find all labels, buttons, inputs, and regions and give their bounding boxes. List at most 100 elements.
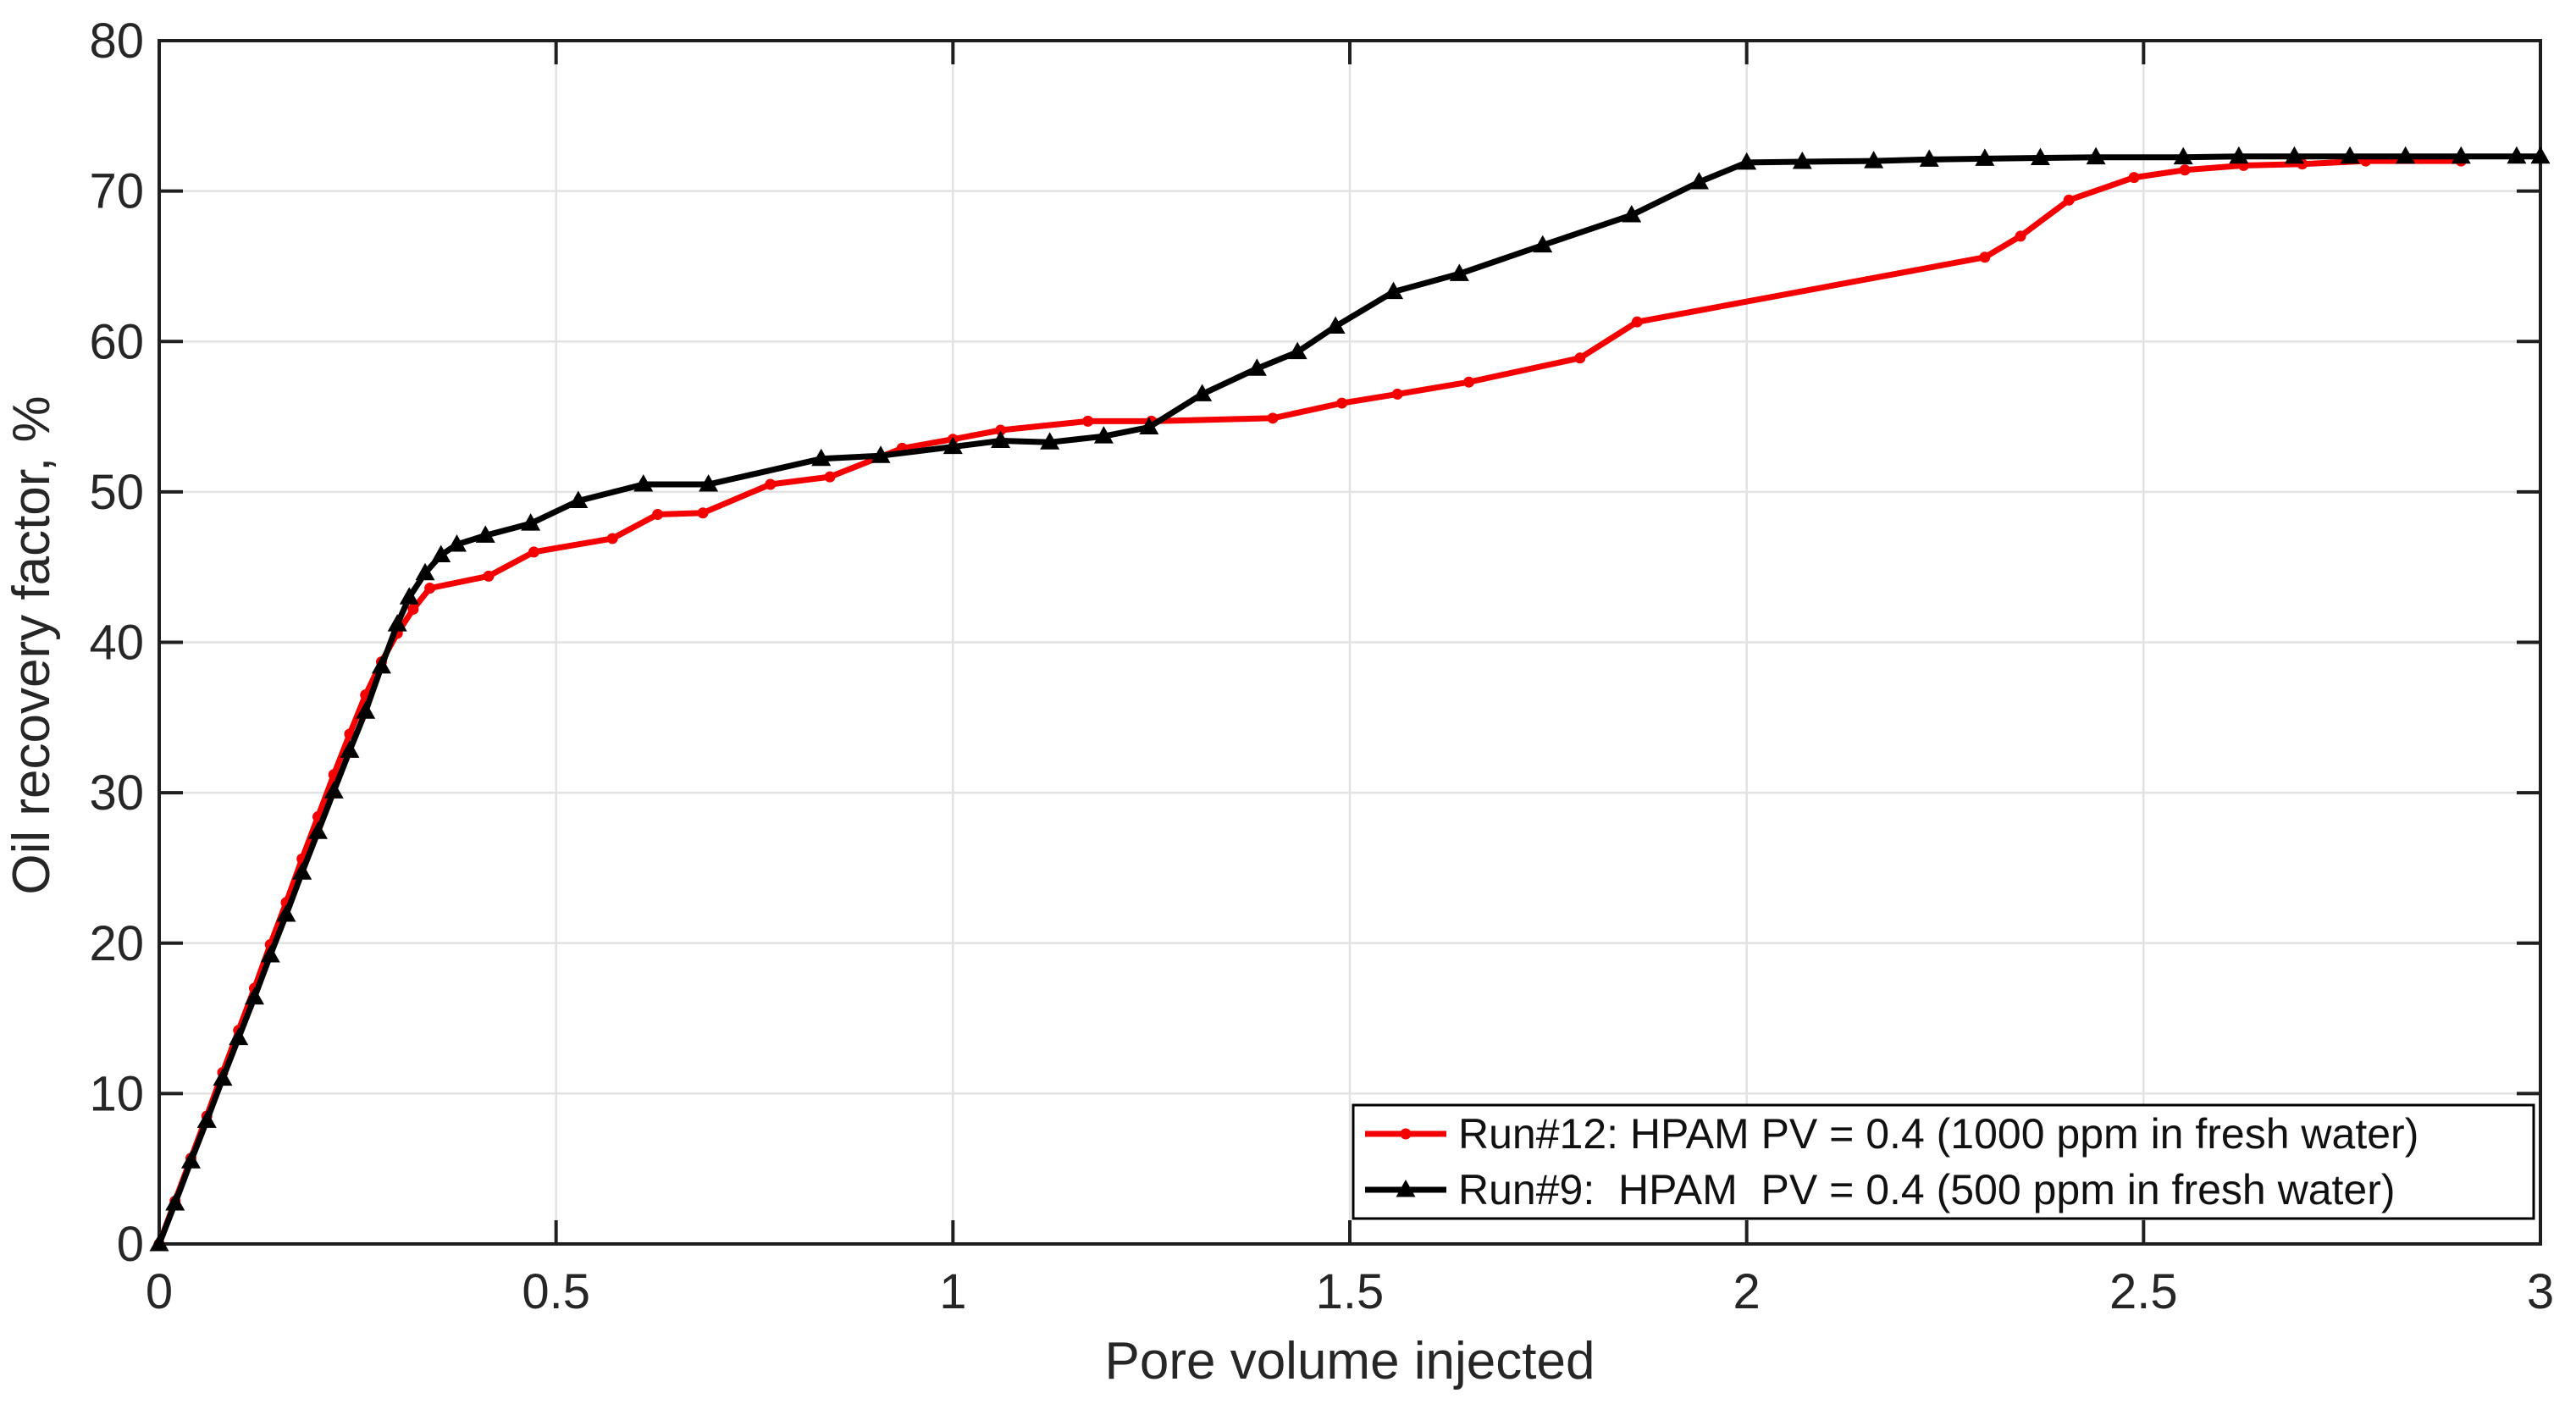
triangle-marker xyxy=(871,445,891,463)
series-run9 xyxy=(149,146,2551,1252)
triangle-marker xyxy=(1792,151,1812,169)
triangle-marker xyxy=(1737,152,1757,170)
triangle-marker xyxy=(2530,146,2551,164)
triangle-marker xyxy=(943,436,963,455)
triangle-marker xyxy=(1287,341,1307,360)
y-tick-label: 60 xyxy=(89,314,144,369)
dot-marker xyxy=(2128,172,2140,184)
x-tick-label: 1 xyxy=(939,1264,966,1319)
triangle-marker xyxy=(196,1110,217,1128)
triangle-marker xyxy=(1622,205,1642,223)
triangle-marker xyxy=(1533,235,1553,253)
triangle-marker xyxy=(260,944,280,963)
x-tick-label: 3 xyxy=(2527,1264,2554,1319)
dot-marker xyxy=(407,603,419,615)
dot-marker xyxy=(1391,388,1403,400)
triangle-marker xyxy=(1689,171,1709,190)
dot-marker xyxy=(1979,252,1991,263)
triangle-marker xyxy=(633,473,654,492)
triangle-marker xyxy=(2086,146,2106,165)
dot-marker xyxy=(2179,164,2191,176)
triangle-marker xyxy=(1325,316,1346,334)
triangle-marker xyxy=(180,1151,201,1169)
triangle-marker xyxy=(699,473,719,492)
triangle-marker xyxy=(1449,263,1469,281)
triangle-marker xyxy=(1192,384,1213,401)
series-run12 xyxy=(153,155,2467,1250)
gridlines xyxy=(159,41,2540,1244)
y-tick-label: 70 xyxy=(89,164,144,219)
y-tick-labels: 0 10 20 30 40 50 60 70 80 xyxy=(89,14,144,1272)
triangle-marker xyxy=(2507,146,2527,164)
legend-entry-label: Run#9: HPAM PV = 0.4 (500 ppm in fresh w… xyxy=(1458,1166,2396,1213)
dot-marker xyxy=(1400,1128,1412,1140)
triangle-marker xyxy=(2396,146,2416,164)
legend-box xyxy=(1352,1103,2535,1220)
triangle-marker xyxy=(415,562,435,581)
x-tick-label: 2 xyxy=(1733,1264,1761,1319)
x-tick-label: 2.5 xyxy=(2109,1264,2178,1319)
y-axis-label: Oil recovery factor, % xyxy=(3,395,61,894)
triangle-marker xyxy=(431,544,451,562)
triangle-marker xyxy=(1040,432,1060,450)
triangle-marker xyxy=(1384,281,1404,300)
triangle-marker xyxy=(447,534,467,552)
triangle-marker xyxy=(991,430,1011,448)
triangle-marker xyxy=(356,701,376,719)
triangle-marker xyxy=(2030,147,2050,166)
triangle-marker xyxy=(229,1027,249,1046)
dot-marker xyxy=(2015,230,2026,242)
triangle-marker xyxy=(244,987,264,1005)
dot-marker xyxy=(1463,376,1475,388)
legend-entry: Run#9: HPAM PV = 0.4 (500 ppm in fresh w… xyxy=(1365,1166,2396,1213)
dot-marker xyxy=(424,583,436,594)
triangle-marker xyxy=(387,614,407,632)
triangle-marker xyxy=(276,904,296,922)
triangle-marker xyxy=(340,740,360,758)
dot-marker xyxy=(1267,412,1279,424)
triangle-marker xyxy=(1975,148,1995,166)
dot-marker xyxy=(824,471,836,483)
data-series xyxy=(149,146,2551,1252)
triangle-marker xyxy=(2451,146,2471,164)
triangle-marker xyxy=(1139,417,1159,434)
x-axis-label: Pore volume injected xyxy=(1105,1332,1595,1390)
legend-entry-label: Run#12: HPAM PV = 0.4 (1000 ppm in fresh… xyxy=(1458,1110,2418,1158)
dot-marker xyxy=(1631,316,1643,328)
dot-marker xyxy=(1082,415,1094,427)
triangle-marker xyxy=(323,781,344,799)
triangle-marker xyxy=(399,587,419,605)
dot-marker xyxy=(483,570,495,582)
triangle-marker xyxy=(2229,146,2249,164)
y-tick-label: 0 xyxy=(117,1217,144,1272)
x-tick-label: 1.5 xyxy=(1316,1264,1385,1319)
triangle-marker xyxy=(2173,146,2193,165)
triangle-marker xyxy=(1093,426,1114,444)
dot-marker xyxy=(606,533,618,544)
dot-marker xyxy=(528,546,539,558)
legend-entry: Run#12: HPAM PV = 0.4 (1000 ppm in fresh… xyxy=(1365,1110,2418,1158)
triangle-marker xyxy=(149,1234,169,1252)
triangle-marker xyxy=(521,513,541,531)
series-line xyxy=(156,153,2544,1247)
y-tick-label: 30 xyxy=(89,766,144,821)
y-tick-label: 50 xyxy=(89,465,144,520)
triangle-marker xyxy=(2340,146,2360,164)
triangle-marker xyxy=(213,1068,233,1086)
x-tick-label: 0.5 xyxy=(522,1264,590,1319)
dot-marker xyxy=(995,424,1007,436)
triangle-marker xyxy=(811,448,832,467)
triangle-marker xyxy=(2284,146,2304,164)
triangle-marker xyxy=(1864,151,1884,169)
triangle-marker xyxy=(292,862,312,880)
dot-marker xyxy=(1336,397,1348,409)
triangle-marker xyxy=(475,525,495,543)
dot-marker xyxy=(1574,352,1586,364)
dot-marker xyxy=(697,507,709,519)
triangle-marker xyxy=(307,821,328,839)
y-tick-label: 80 xyxy=(89,14,144,69)
legend: Run#12: HPAM PV = 0.4 (1000 ppm in fresh… xyxy=(1352,1103,2535,1220)
triangle-marker xyxy=(1396,1180,1416,1197)
